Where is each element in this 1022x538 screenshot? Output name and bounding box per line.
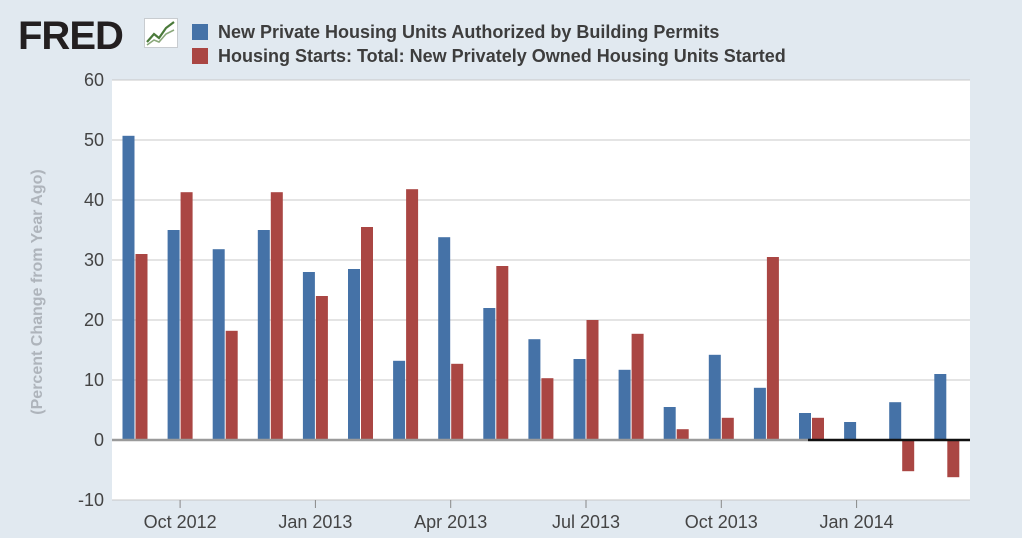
y-tick-label: 20 — [84, 310, 104, 330]
x-tick-label: Jul 2013 — [552, 512, 620, 532]
x-tick-labels: Oct 2012 Jan 2013 Apr 2013 Jul 2013 Oct 2013… — [144, 500, 894, 532]
bar-permits — [844, 422, 857, 440]
bar-starts — [496, 266, 509, 440]
bar-permits — [348, 269, 360, 440]
y-tick-label: 10 — [84, 370, 104, 390]
bar-starts — [721, 417, 734, 440]
x-tick-label: Apr 2013 — [414, 512, 487, 532]
legend-label-starts: Housing Starts: Total: New Privately Own… — [218, 45, 786, 66]
bar-starts — [676, 429, 689, 440]
bar-permits — [934, 374, 947, 440]
bar-permits — [302, 272, 315, 440]
legend-item-starts[interactable]: Housing Starts: Total: New Privately Own… — [192, 45, 786, 67]
y-tick-label: 40 — [84, 190, 104, 210]
y-tick-label: 30 — [84, 250, 104, 270]
legend-swatch-starts — [192, 48, 208, 64]
x-tick-label: Oct 2012 — [144, 512, 217, 532]
bar-permits — [573, 359, 586, 440]
bar-starts — [947, 440, 960, 478]
bar-permits — [663, 407, 676, 440]
bar-permits — [212, 249, 225, 440]
bar-permits — [393, 360, 406, 440]
bar-starts — [451, 363, 464, 440]
bar-starts — [631, 333, 644, 440]
y-tick-label: 0 — [94, 430, 104, 450]
bar-permits — [483, 308, 496, 440]
bar-permits — [708, 354, 721, 440]
bar-starts — [766, 257, 779, 440]
bar-starts — [225, 330, 238, 440]
bar-starts — [180, 192, 193, 440]
bar-starts — [586, 320, 599, 440]
grid-lines — [112, 79, 970, 501]
bar-starts — [541, 378, 554, 440]
legend-swatch-permits — [192, 24, 208, 40]
bar-permits — [889, 402, 902, 440]
bar-permits — [753, 387, 766, 440]
bar-starts — [315, 296, 328, 440]
x-tick-label: Jan 2013 — [278, 512, 352, 532]
y-tick-label: 50 — [84, 130, 104, 150]
graph-icon — [144, 18, 178, 48]
y-tick-label: -10 — [78, 490, 104, 510]
y-axis-label: (Percent Change from Year Ago) — [29, 169, 46, 415]
bar-permits — [122, 135, 135, 441]
bar-starts — [902, 440, 915, 472]
bar-starts — [361, 227, 373, 440]
bar-permits — [257, 230, 270, 440]
bar-permits — [167, 230, 180, 440]
bar-starts — [406, 189, 419, 440]
bar-permits — [618, 369, 631, 440]
legend-label-permits: New Private Housing Units Authorized by … — [218, 21, 720, 42]
legend-item-permits[interactable]: New Private Housing Units Authorized by … — [192, 21, 719, 43]
bar-starts — [135, 254, 148, 440]
x-tick-label: Jan 2014 — [820, 512, 894, 532]
bar-permits — [438, 237, 451, 440]
y-tick-labels: -10 0 10 20 30 40 50 60 — [78, 70, 104, 510]
bar-starts — [812, 417, 824, 440]
x-tick-label: Oct 2013 — [685, 512, 758, 532]
plot-background — [112, 80, 970, 500]
bar-permits — [528, 339, 541, 440]
bar-permits — [799, 413, 811, 440]
bars — [122, 135, 960, 478]
y-tick-label: 60 — [84, 70, 104, 90]
bar-starts — [270, 192, 283, 440]
fred-logo: FRED — [18, 14, 124, 58]
